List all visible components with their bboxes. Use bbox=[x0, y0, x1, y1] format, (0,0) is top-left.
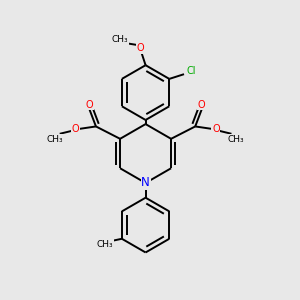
Text: N: N bbox=[141, 176, 150, 190]
Text: O: O bbox=[71, 124, 79, 134]
Text: CH₃: CH₃ bbox=[228, 135, 244, 144]
Text: CH₃: CH₃ bbox=[112, 35, 129, 44]
Text: CH₃: CH₃ bbox=[47, 135, 63, 144]
Text: Cl: Cl bbox=[186, 66, 196, 76]
Text: O: O bbox=[136, 44, 144, 53]
Text: CH₃: CH₃ bbox=[97, 240, 113, 249]
Text: O: O bbox=[212, 124, 220, 134]
Text: O: O bbox=[85, 100, 93, 110]
Text: O: O bbox=[198, 100, 206, 110]
